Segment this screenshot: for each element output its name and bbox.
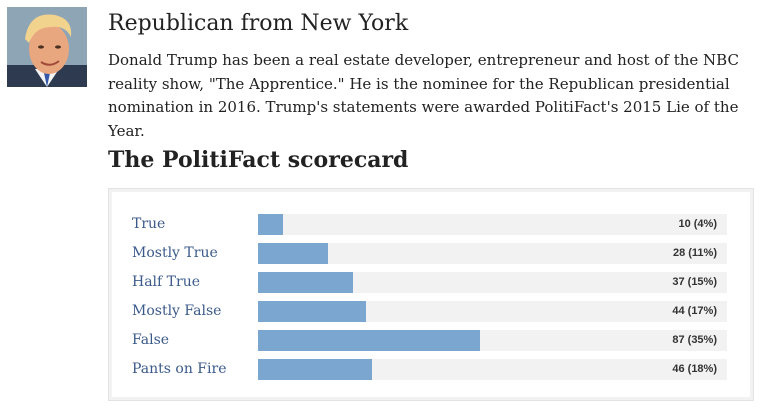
rating-bar-fill-false <box>258 330 480 351</box>
scorecard-row-mostly-false: Mostly False 44 (17%) <box>109 300 753 322</box>
rating-bar-track: 37 (15%) <box>258 272 727 293</box>
rating-count-mostly-false: 44 (17%) <box>672 305 717 317</box>
scorecard-row-true: True 10 (4%) <box>109 213 753 235</box>
profile-portrait <box>7 7 87 87</box>
bio-text: Donald Trump has been a real estate deve… <box>108 51 739 140</box>
rating-link-true[interactable]: True <box>132 216 166 232</box>
rating-bar-track: 28 (11%) <box>258 243 727 264</box>
rating-link-pants-on-fire[interactable]: Pants on Fire <box>132 361 227 377</box>
rating-bar-track: 87 (35%) <box>258 330 727 351</box>
rating-bar-track: 46 (18%) <box>258 359 727 380</box>
rating-count-pants-on-fire: 46 (18%) <box>672 363 717 375</box>
rating-bar-fill-pants-on-fire <box>258 359 372 380</box>
rating-count-false: 87 (35%) <box>672 334 717 346</box>
rating-bar-fill-true <box>258 214 283 235</box>
rating-link-half-true[interactable]: Half True <box>132 274 200 290</box>
scorecard-panel: True 10 (4%) Mostly True 28 (11%) Half T… <box>108 188 754 401</box>
rating-bar-fill-mostly-false <box>258 301 366 322</box>
rating-link-mostly-true[interactable]: Mostly True <box>132 245 218 261</box>
rating-link-false[interactable]: False <box>132 332 170 348</box>
scorecard-row-false: False 87 (35%) <box>109 329 753 351</box>
rating-bar-track: 44 (17%) <box>258 301 727 322</box>
rating-count-mostly-true: 28 (11%) <box>672 247 717 259</box>
scorecard-row-half-true: Half True 37 (15%) <box>109 271 753 293</box>
scorecard-heading: The PolitiFact scorecard <box>108 147 409 173</box>
scorecard-row-pants-on-fire: Pants on Fire 46 (18%) <box>109 358 753 380</box>
rating-count-true: 10 (4%) <box>678 218 717 230</box>
party-affiliation: Republican from New York <box>108 11 409 36</box>
rating-link-mostly-false[interactable]: Mostly False <box>132 303 222 319</box>
rating-bar-fill-mostly-true <box>258 243 328 264</box>
person-portrait-icon <box>7 7 87 87</box>
rating-bar-fill-half-true <box>258 272 353 293</box>
scorecard-row-mostly-true: Mostly True 28 (11%) <box>109 242 753 264</box>
rating-bar-track: 10 (4%) <box>258 214 727 235</box>
rating-count-half-true: 37 (15%) <box>672 276 717 288</box>
